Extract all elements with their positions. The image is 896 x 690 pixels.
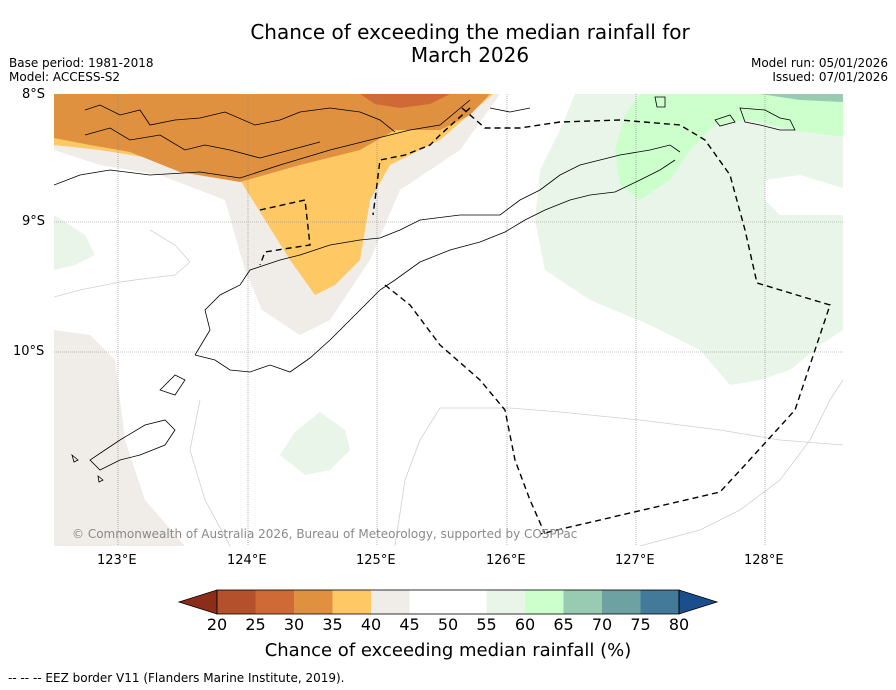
colorbar-tick-label: 65 bbox=[553, 615, 574, 634]
lon-label-125e: 125°E bbox=[356, 553, 396, 568]
eez-legend: -- -- -- EEZ border V11 (Flanders Marine… bbox=[8, 671, 345, 685]
lat-label-8s: 8°S bbox=[22, 87, 46, 102]
below-normal-30-35-region bbox=[54, 94, 490, 182]
colorbar-swatch bbox=[486, 590, 525, 614]
colorbar-swatches bbox=[177, 589, 719, 615]
lon-label-126e: 126°E bbox=[486, 553, 526, 568]
lon-label-128e: 128°E bbox=[744, 553, 784, 568]
above-normal-55-60-region bbox=[535, 94, 843, 385]
contour-line bbox=[54, 229, 191, 298]
lat-label-10s: 10°S bbox=[13, 344, 45, 359]
colorbar-swatch bbox=[525, 590, 564, 614]
colorbar-extend-low bbox=[177, 589, 218, 615]
below-normal-sw-region bbox=[54, 330, 185, 546]
lon-label-124e: 124°E bbox=[227, 553, 267, 568]
colorbar-tick-label: 30 bbox=[283, 615, 305, 634]
chart-title-line1: Chance of exceeding the median rainfall … bbox=[250, 20, 690, 44]
above-normal-south-patch bbox=[280, 412, 350, 475]
colorbar-tick-label: 75 bbox=[630, 615, 651, 634]
colorbar-tick-label: 55 bbox=[476, 615, 497, 634]
colorbar-tick-label: 70 bbox=[591, 615, 613, 634]
model-label: Model: ACCESS-S2 bbox=[9, 70, 121, 84]
lon-label-123e: 123°E bbox=[97, 553, 137, 568]
contour-line bbox=[394, 407, 441, 546]
colorbar-swatch bbox=[448, 590, 487, 614]
colorbar-swatch bbox=[563, 590, 602, 614]
above-normal-west-patch bbox=[54, 215, 95, 270]
map-fields: © Commonwealth of Australia 2026, Bureau… bbox=[54, 94, 843, 546]
colorbar-swatch bbox=[332, 590, 371, 614]
colorbar-swatch bbox=[640, 590, 679, 614]
colorbar-swatch bbox=[409, 590, 448, 614]
colorbar-extend-high bbox=[678, 589, 719, 615]
copyright-text: © Commonwealth of Australia 2026, Bureau… bbox=[72, 527, 577, 541]
colorbar-swatch bbox=[602, 590, 641, 614]
colorbar-tick-label: 20 bbox=[206, 615, 228, 634]
colorbar-swatch bbox=[371, 590, 410, 614]
contour-line bbox=[639, 379, 843, 546]
colorbar-frame bbox=[216, 589, 680, 615]
contour-line bbox=[189, 399, 231, 546]
model-run-label: Model run: 05/01/2026 bbox=[750, 56, 888, 70]
coastlines bbox=[54, 96, 796, 483]
colorbar-swatch bbox=[255, 590, 294, 614]
issued-label: Issued: 07/01/2026 bbox=[772, 70, 888, 84]
lat-label-9s: 9°S bbox=[22, 214, 46, 229]
colorbar-swatch bbox=[294, 590, 333, 614]
colorbar-tick-label: 60 bbox=[514, 615, 536, 634]
eez-border bbox=[259, 107, 831, 535]
colorbar-swatch bbox=[217, 590, 256, 614]
near-normal-east-patch bbox=[765, 175, 843, 215]
contour-line bbox=[440, 407, 843, 446]
colorbar-title: Chance of exceeding median rainfall (%) bbox=[264, 640, 632, 661]
above-normal-65-70-region bbox=[760, 94, 843, 102]
colorbar-tick-label: 25 bbox=[245, 615, 266, 634]
colorbar-tick-label: 45 bbox=[399, 615, 420, 634]
below-normal-25-30-region bbox=[360, 94, 450, 108]
base-period-label: Base period: 1981-2018 bbox=[9, 56, 154, 70]
colorbar-tick-label: 35 bbox=[322, 615, 343, 634]
chart-title-line2: March 2026 bbox=[410, 43, 530, 67]
colorbar-tick-label: 40 bbox=[360, 615, 382, 634]
colorbar-tick-label: 50 bbox=[437, 615, 459, 634]
above-normal-60-65-region bbox=[615, 94, 843, 200]
lon-label-127e: 127°E bbox=[615, 553, 655, 568]
colorbar-tick-label: 80 bbox=[668, 615, 690, 634]
